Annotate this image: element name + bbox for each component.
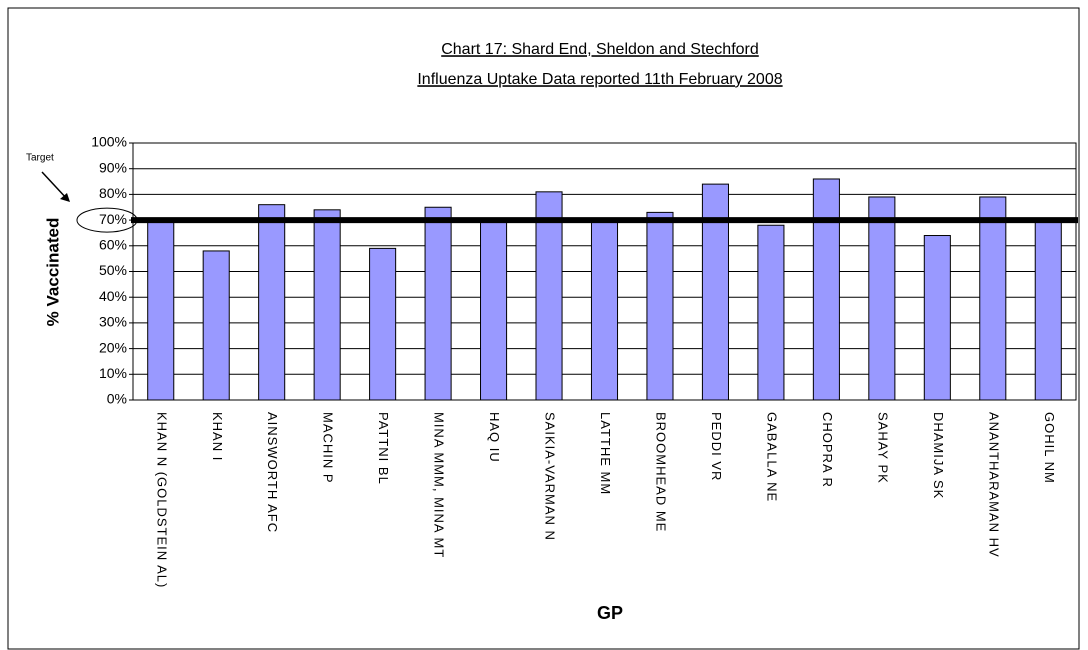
bar bbox=[313, 209, 341, 401]
bar bbox=[979, 196, 1007, 401]
x-tick-label: GOHIL NM bbox=[1042, 412, 1057, 484]
x-tick-label: CHOPRA R bbox=[820, 412, 835, 488]
y-tick-label: 20% bbox=[99, 339, 127, 355]
x-tick-label: MINA MMM, MINA MT bbox=[432, 412, 447, 558]
x-tick-label: BROOMHEAD ME bbox=[654, 412, 669, 532]
annotation-arrowhead bbox=[60, 193, 70, 202]
y-tick-label: 0% bbox=[107, 391, 127, 407]
bar bbox=[369, 247, 397, 401]
bar bbox=[424, 206, 452, 401]
y-tick-label: 90% bbox=[99, 159, 127, 175]
y-tick-label: 80% bbox=[99, 185, 127, 201]
y-tick-label: 60% bbox=[99, 237, 127, 253]
x-tick-label: SAHAY PK bbox=[875, 412, 890, 484]
bar bbox=[701, 183, 729, 401]
bar bbox=[812, 178, 840, 401]
x-tick-label: GABALLA NE bbox=[764, 412, 779, 502]
bar bbox=[480, 219, 508, 401]
target-ellipse bbox=[76, 207, 138, 233]
bar bbox=[1034, 219, 1062, 401]
bar bbox=[535, 191, 563, 401]
x-axis-label: GP bbox=[597, 603, 623, 623]
bar bbox=[590, 219, 619, 401]
bar bbox=[258, 204, 286, 401]
x-tick-label: PATTNI BL bbox=[376, 412, 391, 485]
x-tick-label: SAIKIA-VARMAN N bbox=[543, 412, 558, 541]
chart-subtitle: Influenza Uptake Data reported 11th Febr… bbox=[417, 71, 782, 88]
x-tick-label: PEDDI VR bbox=[709, 412, 724, 481]
x-tick-label: KHAN I bbox=[210, 412, 225, 461]
bar bbox=[923, 235, 951, 401]
x-tick-label: DHAMIJA SK bbox=[931, 412, 946, 499]
bar bbox=[646, 211, 674, 401]
bar bbox=[868, 196, 896, 401]
x-tick-label: LATTHE MM bbox=[598, 412, 613, 495]
chart-title: Chart 17: Shard End, Sheldon and Stechfo… bbox=[441, 41, 759, 58]
y-tick-label: 10% bbox=[99, 365, 127, 381]
chart-frame bbox=[7, 7, 1080, 650]
x-tick-label: HAQ IU bbox=[487, 412, 502, 463]
y-tick-label: 50% bbox=[99, 262, 127, 278]
x-tick-label: ANANTHARAMAN HV bbox=[986, 412, 1001, 558]
x-tick-label: AINSWORTH AFC bbox=[265, 412, 280, 533]
bar bbox=[147, 219, 175, 401]
bar bbox=[202, 250, 230, 401]
y-tick-label: 30% bbox=[99, 314, 127, 330]
x-tick-label: KHAN N (GOLDSTEIN AL) bbox=[154, 412, 169, 588]
annotation: Target bbox=[26, 153, 54, 164]
bar bbox=[757, 224, 785, 401]
y-tick-label: 70% bbox=[99, 211, 127, 227]
y-tick-label: 40% bbox=[99, 288, 127, 304]
y-axis-label: % Vaccinated bbox=[43, 218, 62, 327]
x-tick-label: MACHIN P bbox=[321, 412, 336, 484]
annotation-arrow bbox=[41, 171, 69, 201]
y-tick-label: 100% bbox=[91, 134, 127, 150]
